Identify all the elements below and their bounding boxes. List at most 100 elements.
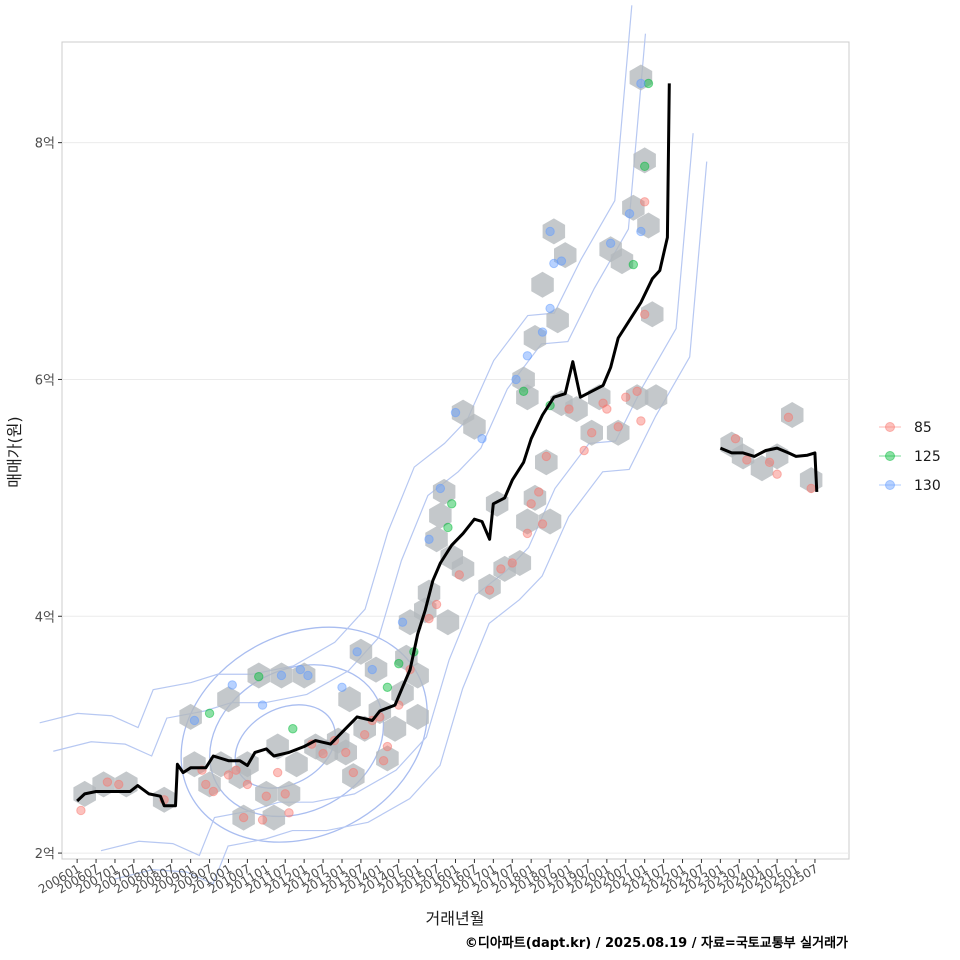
point-85-17 — [318, 748, 328, 759]
hexbin-77 — [731, 443, 755, 470]
hexbin-55 — [523, 484, 547, 511]
point-130-82 — [477, 433, 487, 444]
point-85-54 — [783, 412, 794, 423]
point-130-74 — [303, 670, 313, 681]
hexbin-13 — [255, 780, 278, 807]
point-85-19 — [341, 747, 351, 758]
hexbin-57 — [535, 449, 558, 476]
hexbin-35 — [406, 662, 429, 689]
hexbin-73 — [637, 212, 660, 239]
point-125-57 — [254, 671, 264, 682]
hexbin-31 — [383, 715, 407, 742]
hexbin-64 — [580, 419, 603, 446]
median-line-layer — [76, 83, 819, 808]
point-85-5 — [201, 779, 211, 790]
hexbin-14 — [262, 804, 286, 831]
hexbin-71 — [629, 64, 653, 91]
point-85-21 — [359, 729, 370, 740]
point-85-36 — [534, 487, 544, 497]
point-125-63 — [443, 522, 453, 533]
point-125-66 — [628, 259, 639, 270]
hexbin-74 — [641, 301, 664, 328]
hexbin-36 — [406, 703, 429, 730]
point-85-0 — [76, 805, 86, 816]
point-85-39 — [564, 404, 574, 414]
hexbin-8 — [217, 686, 240, 713]
point-85-9 — [238, 812, 249, 823]
point-85-53 — [772, 469, 782, 479]
point-85-47 — [636, 416, 646, 426]
point-130-93 — [636, 78, 646, 89]
point-85-33 — [507, 558, 517, 568]
median-line — [76, 83, 671, 808]
point-130-70 — [227, 680, 237, 690]
hexbin-47 — [478, 573, 501, 600]
hexbin-75 — [644, 384, 668, 411]
point-85-48 — [639, 197, 650, 207]
point-125-68 — [643, 78, 654, 89]
point-130-81 — [450, 407, 461, 418]
hexbin-16 — [270, 662, 293, 689]
point-85-37 — [537, 519, 548, 529]
point-85-52 — [764, 457, 775, 468]
point-125-60 — [394, 658, 404, 669]
hexbin-27 — [353, 715, 376, 742]
point-130-89 — [545, 226, 555, 237]
y-tick-label-1: 4억 — [35, 610, 55, 625]
hexbin-10 — [232, 804, 255, 831]
hexbin-24 — [338, 686, 361, 713]
point-85-49 — [639, 309, 650, 320]
point-85-7 — [223, 770, 234, 780]
caption: ©디아파트(dapt.kr) / 2025.08.19 / 자료=국토교통부 실… — [465, 935, 848, 951]
contour-band-2 — [100, 133, 694, 857]
point-130-85 — [537, 327, 548, 337]
hexbin-25 — [342, 763, 365, 790]
point-130-76 — [352, 647, 362, 657]
hexbin-39 — [425, 526, 448, 553]
point-85-32 — [496, 564, 506, 574]
point-85-28 — [424, 613, 434, 624]
point-125-62 — [447, 499, 457, 509]
hexbin-23 — [334, 739, 357, 766]
point-85-20 — [348, 767, 359, 778]
point-130-79 — [424, 534, 434, 545]
hexbin-41 — [432, 478, 456, 505]
point-85-24 — [378, 756, 389, 766]
point-85-30 — [454, 570, 464, 580]
hexbin-54 — [523, 325, 547, 351]
y-axis-ticks: 2억 4억 6억 8억 — [35, 137, 62, 862]
point-85-46 — [632, 386, 642, 396]
point-130-73 — [295, 664, 306, 675]
x-axis-title: 거래년월 — [426, 909, 485, 928]
point-85-8 — [231, 765, 241, 775]
point-130-83 — [511, 374, 521, 385]
point-130-69 — [189, 715, 200, 726]
median-line-recent — [719, 446, 819, 492]
point-130-88 — [556, 256, 567, 266]
point-85-55 — [806, 483, 816, 494]
hexbin-61 — [554, 242, 577, 269]
point-85-2 — [114, 779, 124, 790]
point-85-14 — [280, 789, 290, 799]
point-85-45 — [621, 392, 631, 402]
y-tick-label-2: 6억 — [35, 373, 55, 388]
point-85-15 — [284, 808, 294, 818]
point-85-41 — [587, 428, 597, 438]
legend-label-130: 130 — [914, 478, 941, 494]
point-125-58 — [288, 724, 298, 734]
hexbin-12 — [247, 662, 270, 689]
legend-key-125 — [885, 451, 895, 461]
hexbin-52 — [516, 384, 539, 411]
point-125-59 — [382, 682, 393, 693]
hexbin-69 — [622, 194, 645, 221]
point-85-31 — [484, 585, 495, 595]
point-85-38 — [541, 451, 552, 462]
point-125-64 — [518, 386, 529, 396]
y-tick-label-3: 8억 — [35, 137, 55, 152]
point-130-75 — [337, 682, 347, 693]
point-130-77 — [367, 664, 377, 675]
hexbin-4 — [179, 703, 202, 730]
hexbin-42 — [436, 609, 460, 636]
point-125-56 — [204, 708, 215, 719]
